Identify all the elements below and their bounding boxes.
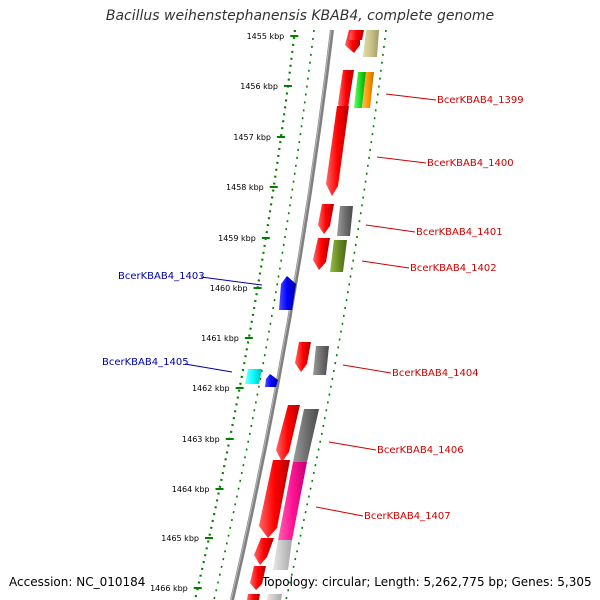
cog-feature-gray [337,206,353,236]
cds-feature [313,238,330,270]
cog-feature-orange [362,72,374,108]
leader-line [328,441,377,451]
gene-label: BcerKBAB4_1405 [102,357,189,368]
cds-feature [276,405,300,462]
cds-feature [326,106,349,196]
gene-label: BcerKBAB4_1404 [392,368,479,379]
reverse-strand-features [245,276,296,387]
tick-label: 1459 kbp [218,234,256,243]
map-title: Bacillus weihenstephanensis KBAB4, compl… [105,8,495,24]
tick-label: 1463 kbp [182,435,220,444]
leader-line [376,156,427,164]
gene-label: BcerKBAB4_1407 [364,511,451,522]
cog-feature-gray [313,346,329,375]
cds-feature [295,342,311,372]
tick-label: 1462 kbp [192,384,230,393]
leader-line [184,363,233,373]
leader-line [342,364,392,374]
leader-line [200,276,263,286]
tick-label: 1455 kbp [247,32,285,41]
gene-label: BcerKBAB4_1400 [427,158,514,169]
tick-label: 1466 kbp [150,584,188,593]
accession-text: Accession: NC_010184 [9,575,146,589]
tick-label: 1458 kbp [226,183,264,192]
topology-text: Topology: circular; Length: 5,262,775 bp… [262,575,592,589]
cog-feature-pink [278,462,307,540]
outer-track-border [285,29,387,600]
cds-feature-reverse [279,276,296,310]
cds-feature [338,70,354,114]
genome-backbone-highlight [230,29,332,600]
cds-feature [259,460,290,538]
cds-feature-reverse [265,374,278,387]
kbp-ticks: 1455 kbp 1456 kbp 1457 kbp 1458 kbp 1459 kbp… [150,32,299,593]
gene-label: BcerKBAB4_1401 [416,227,503,238]
inner-track-border [213,29,315,600]
cds-feature [318,204,334,234]
cog-features [267,30,379,600]
tick-label: 1461 kbp [201,334,239,343]
gene-labels: BcerKBAB4_1399 BcerKBAB4_1400 BcerKBAB4_… [102,95,524,522]
cog-feature-olive [330,240,347,272]
tick-label: 1457 kbp [233,133,271,142]
leader-lines [184,93,437,517]
cog-feature-lightgray [273,540,292,570]
forward-strand-features [247,30,360,600]
leader-line [365,224,416,233]
leader-line [361,260,410,269]
cog-feature-cyan [245,369,262,384]
gene-label: BcerKBAB4_1402 [410,263,497,274]
tick-label: 1464 kbp [172,485,210,494]
cog-feature-lightgray [267,594,282,600]
cds-feature [250,566,266,590]
cds-feature [247,594,260,600]
cog-feature-gray [293,409,319,462]
tick-label: 1460 kbp [210,284,248,293]
tick-label: 1456 kbp [240,82,278,91]
gene-label: BcerKBAB4_1406 [377,445,464,456]
leader-line [315,506,364,517]
genome-backbone [230,29,334,600]
leader-line [385,93,437,101]
cog-feature-khaki [363,30,379,57]
cds-feature [254,538,274,565]
cog-feature-red [349,30,364,40]
gene-label: BcerKBAB4_1403 [118,271,205,282]
gene-label: BcerKBAB4_1399 [437,95,524,106]
tick-label: 1465 kbp [161,534,199,543]
scale-dotted-line [193,29,297,600]
